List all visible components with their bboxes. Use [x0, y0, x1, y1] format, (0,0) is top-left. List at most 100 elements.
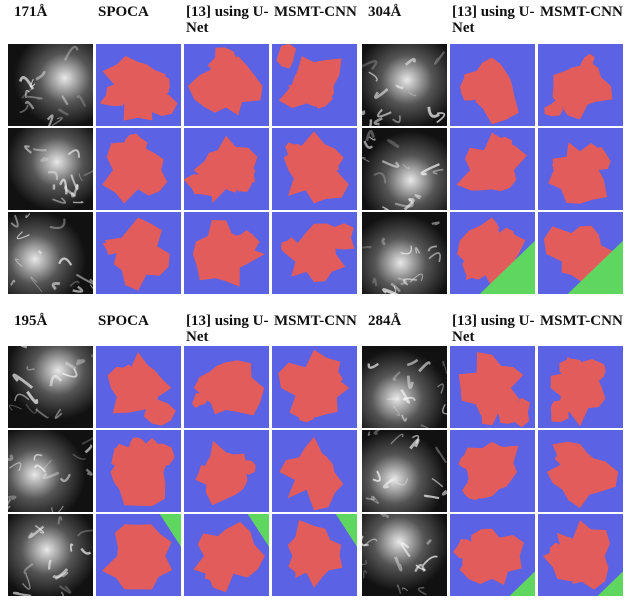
cell-graphic: [362, 514, 447, 596]
bright-loop: [46, 114, 54, 126]
region: [564, 476, 584, 498]
bright-loop: [362, 156, 370, 163]
cell-graphic: [96, 44, 181, 126]
column-header: [13] using U-Net: [452, 4, 535, 36]
image-bg: [8, 44, 93, 126]
bright-loop: [69, 543, 74, 552]
bright-loop: [59, 178, 68, 195]
bright-loop: [85, 468, 93, 476]
bright-loop: [386, 397, 400, 401]
bright-loop: [367, 362, 380, 369]
region: [137, 530, 161, 552]
bright-loop: [422, 555, 438, 566]
segmentation-map: [96, 346, 181, 428]
bright-loop: [414, 563, 426, 573]
segmentation-map: [272, 128, 357, 210]
cell-graphic: [538, 430, 623, 512]
bright-loop: [59, 473, 71, 483]
region: [195, 465, 224, 486]
cell-graphic: [538, 514, 623, 596]
bright-loop: [52, 197, 67, 204]
cell-graphic: [96, 346, 181, 428]
bright-loop: [47, 559, 52, 570]
region: [590, 146, 611, 170]
bright-loop: [49, 374, 63, 387]
bright-loop: [426, 539, 432, 546]
segmentation-map: [272, 430, 357, 512]
region: [141, 260, 156, 274]
bright-loop: [393, 406, 401, 417]
cell-graphic: [362, 346, 447, 428]
column-header: MSMT-CNN: [540, 4, 623, 20]
bright-loop: [83, 170, 93, 177]
bright-loop: [60, 591, 65, 596]
bright-loop: [372, 277, 378, 287]
region: [285, 142, 303, 161]
euv-image: [362, 212, 447, 294]
bright-loop: [72, 285, 84, 293]
bright-loop: [436, 112, 446, 124]
bright-loop: [385, 285, 397, 294]
region: [492, 136, 513, 156]
column-header: [13] using U-Net: [452, 313, 535, 345]
euv-image: [362, 44, 447, 126]
cell-graphic: [450, 346, 535, 428]
cell-graphic: [184, 514, 269, 596]
column-header: MSMT-CNN: [274, 313, 357, 329]
region: [580, 53, 595, 72]
segmentation-map: [450, 212, 535, 294]
segmentation-map: [272, 346, 357, 428]
bright-loop: [373, 117, 383, 126]
region: [560, 70, 580, 93]
region: [116, 364, 137, 386]
region: [143, 396, 176, 426]
cell-graphic: [450, 212, 535, 294]
image-bg: [362, 44, 447, 126]
bright-loop: [69, 280, 80, 287]
region: [312, 87, 333, 109]
cell-graphic: [272, 346, 357, 428]
region: [216, 90, 238, 106]
cell-graphic: [184, 212, 269, 294]
bright-loop: [374, 88, 389, 99]
bright-loop: [52, 568, 69, 579]
euv-image: [362, 430, 447, 512]
bright-loop: [81, 437, 93, 445]
bright-loop: [431, 221, 440, 226]
bright-loop: [72, 453, 86, 460]
cell-graphic: [538, 212, 623, 294]
region: [117, 150, 143, 175]
bright-loop: [67, 149, 80, 158]
region: [462, 550, 491, 576]
euv-image: [8, 514, 93, 596]
segmentation-map: [538, 212, 623, 294]
euv-image: [8, 430, 93, 512]
bright-loop: [75, 273, 93, 285]
bright-loop: [418, 361, 431, 373]
bright-loop: [363, 538, 378, 547]
cell-graphic: [96, 212, 181, 294]
cell-graphic: [272, 44, 357, 126]
bright-loop: [362, 569, 368, 579]
region: [276, 44, 297, 69]
bright-loop: [414, 193, 422, 200]
bright-loop: [362, 60, 378, 70]
bright-loop: [420, 424, 430, 428]
bright-loop: [411, 434, 420, 444]
region: [111, 443, 139, 475]
bright-loop: [70, 174, 79, 191]
segmentation-map: [450, 430, 535, 512]
segmentation-map: [538, 430, 623, 512]
region: [192, 393, 208, 408]
bright-loop: [33, 454, 43, 461]
segmentation-map: [538, 128, 623, 210]
segmentation-map: [184, 514, 269, 596]
region: [331, 223, 355, 250]
cell-graphic: [362, 128, 447, 210]
bright-loop: [78, 173, 83, 182]
cell-graphic: [8, 514, 93, 596]
region: [99, 83, 128, 106]
bright-loop: [396, 477, 409, 486]
bright-loop: [432, 168, 444, 175]
